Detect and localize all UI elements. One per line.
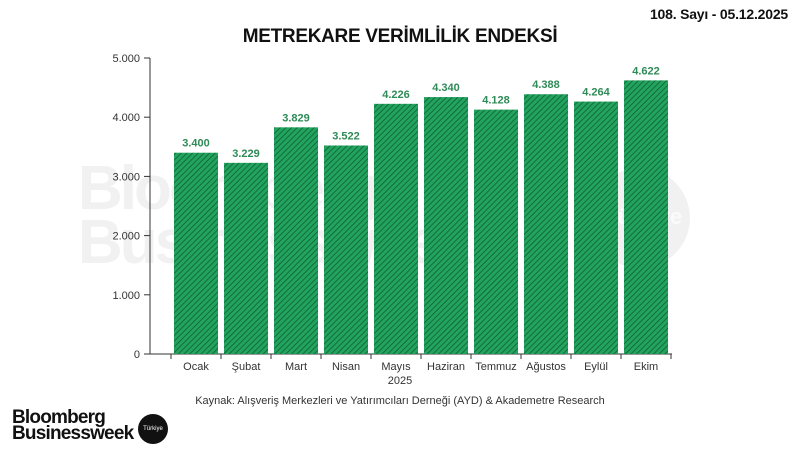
turkiye-badge: Türkiye [138, 414, 168, 444]
bar-şubat [224, 162, 268, 354]
bar-eylül [574, 101, 618, 354]
x-tick-label: Şubat [232, 361, 261, 373]
bar-ocak [174, 152, 218, 354]
bars: 3.400 Ocak 3.229 Şubat 3.829 Mart 3.522 Nisan 4.… [174, 65, 668, 373]
bar-temmuz [474, 109, 518, 354]
x-tick-label: Haziran [427, 361, 465, 373]
y-tick-label: 5.000 [112, 53, 140, 65]
logo-line1: Bloomberg [12, 407, 106, 428]
bar-value-label: 3.522 [332, 130, 360, 142]
y-tick-label: 1.000 [112, 290, 140, 302]
bar-ağustos [524, 94, 568, 354]
bar-value-label: 4.340 [432, 82, 460, 94]
source-note: Kaynak: Alışveriş Merkezleri ve Yatırımc… [195, 395, 605, 407]
bloomberg-businessweek-logo: Bloomberg Businessweek [12, 407, 134, 444]
x-axis-title: 2025 [387, 375, 413, 387]
x-axis [150, 353, 672, 359]
bar-mart [274, 127, 318, 354]
bar-ekim [624, 80, 668, 355]
chart-title: METREKARE VERİMLİLİK ENDEKSİ [242, 26, 558, 47]
x-tick-label: Temmuz [475, 361, 517, 373]
bar-haziran [424, 97, 468, 355]
logo-line2: Businessweek [12, 423, 134, 444]
bar-value-label: 3.229 [232, 148, 260, 160]
x-tick-label: Eylül [584, 361, 608, 373]
x-tick-label: Ekim [634, 361, 658, 373]
bar-nisan [324, 145, 368, 354]
y-tick-label: 4.000 [112, 112, 140, 124]
bar-mayıs [374, 103, 418, 354]
y-axis: 0 1.000 2.000 3.000 4.000 5.000 [112, 53, 151, 361]
bar-value-label: 3.400 [182, 138, 210, 150]
x-tick-label: Mart [285, 361, 307, 373]
bar-value-label: 4.388 [532, 79, 560, 91]
x-tick-label: Ağustos [526, 361, 566, 373]
x-tick-label: Ocak [183, 361, 209, 373]
bar-value-label: 4.226 [382, 89, 410, 101]
x-tick-label: Nisan [332, 361, 360, 373]
bar-value-label: 4.622 [632, 65, 660, 77]
y-tick-label: 2.000 [112, 231, 140, 243]
y-tick-label: 3.000 [112, 171, 140, 183]
y-tick-label: 0 [134, 349, 140, 361]
bar-value-label: 4.128 [482, 95, 510, 107]
bar-value-label: 3.829 [282, 112, 310, 124]
issue-date: 108. Sayı - 05.12.2025 [649, 6, 788, 22]
bar-value-label: 4.264 [582, 87, 610, 99]
x-tick-label: Mayıs [381, 361, 411, 373]
